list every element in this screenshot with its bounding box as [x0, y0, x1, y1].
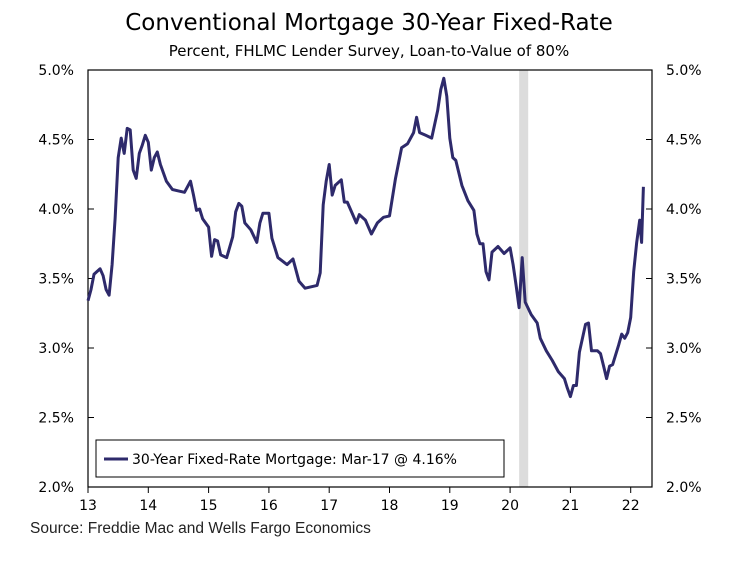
- y-tick-label-left: 4.0%: [38, 202, 74, 218]
- x-tick-label: 20: [501, 498, 519, 514]
- y-tick-label-right: 2.0%: [666, 480, 702, 496]
- x-tick-label: 22: [622, 498, 640, 514]
- x-tick-label: 15: [200, 498, 218, 514]
- legend-label: 30-Year Fixed-Rate Mortgage: Mar-17 @ 4.…: [132, 452, 457, 468]
- chart-subtitle: Percent, FHLMC Lender Survey, Loan-to-Va…: [168, 42, 570, 60]
- x-tick-label: 14: [139, 498, 157, 514]
- series-line-30yr-mortgage: [86, 76, 645, 399]
- y-tick-label-right: 3.5%: [666, 272, 702, 288]
- plot-frame: [87, 69, 653, 488]
- chart-title: Conventional Mortgage 30-Year Fixed-Rate: [125, 10, 613, 36]
- y-tick-label-right: 3.0%: [666, 341, 702, 357]
- y-tick-label-left: 5.0%: [38, 63, 74, 79]
- x-tick-label: 16: [260, 498, 278, 514]
- y-tick-label-left: 4.5%: [38, 133, 74, 149]
- x-tick-label: 17: [320, 498, 338, 514]
- y-tick-label-left: 2.0%: [38, 480, 74, 496]
- x-tick-label: 21: [561, 498, 579, 514]
- y-tick-label-left: 3.5%: [38, 272, 74, 288]
- y-tick-label-right: 4.5%: [666, 133, 702, 149]
- y-tick-label-right: 5.0%: [666, 63, 702, 79]
- source-note: Source: Freddie Mac and Wells Fargo Econ…: [30, 520, 371, 537]
- legend: 30-Year Fixed-Rate Mortgage: Mar-17 @ 4.…: [95, 439, 505, 478]
- y-tick-label-left: 2.5%: [38, 411, 74, 427]
- y-tick-label-left: 3.0%: [38, 341, 74, 357]
- x-tick-label: 13: [79, 498, 97, 514]
- x-tick-label: 18: [381, 498, 399, 514]
- y-tick-label-right: 2.5%: [666, 411, 702, 427]
- x-tick-label: 19: [441, 498, 459, 514]
- y-tick-label-right: 4.0%: [666, 202, 702, 218]
